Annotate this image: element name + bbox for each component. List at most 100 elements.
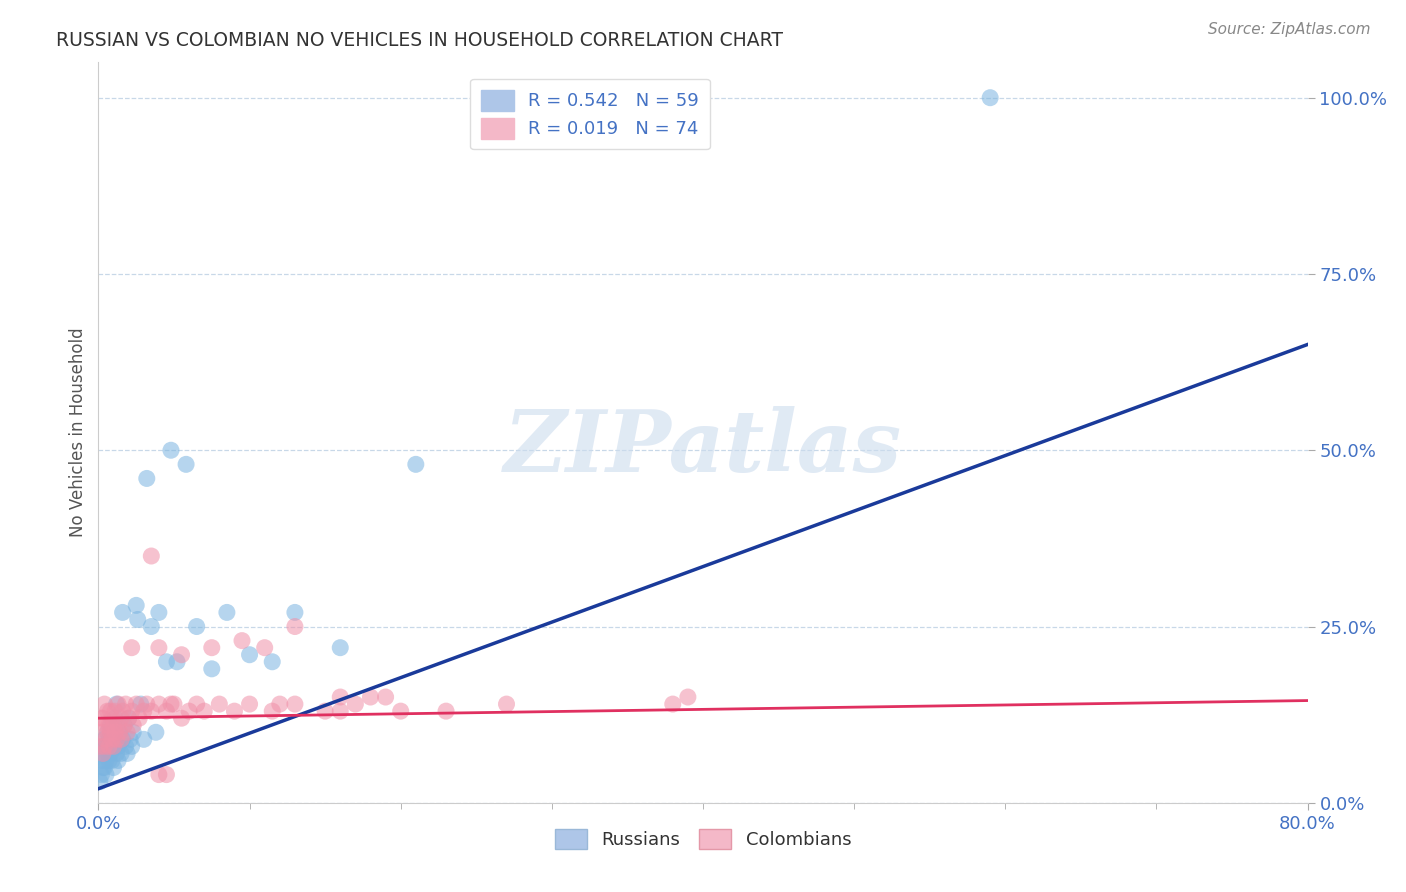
Point: [112, 718, 135, 732]
Point: [90, 725, 112, 739]
Point: [98, 718, 121, 732]
Point: [160, 697, 183, 711]
Point: [104, 725, 127, 739]
Point: [262, 704, 284, 718]
Point: [110, 747, 132, 761]
Point: [121, 640, 143, 655]
Point: [155, 655, 177, 669]
Y-axis label: No Vehicles in Household: No Vehicles in Household: [69, 327, 87, 538]
Point: [132, 732, 155, 747]
Point: [93, 739, 115, 754]
Point: [93, 760, 115, 774]
Point: [107, 739, 129, 754]
Point: [224, 704, 246, 718]
Point: [96, 725, 118, 739]
Point: [94, 767, 117, 781]
Point: [89, 739, 111, 754]
Point: [170, 711, 193, 725]
Point: [163, 697, 186, 711]
Point: [360, 690, 382, 704]
Point: [101, 711, 124, 725]
Point: [405, 458, 427, 472]
Point: [98, 739, 121, 754]
Point: [100, 704, 122, 718]
Point: [374, 690, 396, 704]
Point: [98, 754, 121, 768]
Point: [121, 704, 143, 718]
Point: [141, 549, 163, 563]
Point: [103, 718, 125, 732]
Point: [107, 754, 129, 768]
Point: [148, 697, 170, 711]
Point: [148, 640, 170, 655]
Point: [155, 704, 177, 718]
Point: [128, 711, 150, 725]
Point: [90, 767, 112, 781]
Point: [108, 725, 131, 739]
Text: RUSSIAN VS COLOMBIAN NO VEHICLES IN HOUSEHOLD CORRELATION CHART: RUSSIAN VS COLOMBIAN NO VEHICLES IN HOUS…: [56, 31, 783, 50]
Point: [148, 606, 170, 620]
Point: [110, 711, 132, 725]
Point: [107, 718, 129, 732]
Point: [101, 754, 124, 768]
Point: [91, 711, 114, 725]
Point: [329, 640, 352, 655]
Point: [284, 606, 307, 620]
Point: [135, 697, 157, 711]
Point: [284, 697, 307, 711]
Point: [141, 619, 163, 633]
Point: [111, 606, 134, 620]
Point: [661, 697, 683, 711]
Point: [96, 747, 118, 761]
Point: [98, 732, 121, 747]
Point: [115, 747, 138, 761]
Point: [91, 760, 114, 774]
Point: [114, 697, 136, 711]
Point: [118, 711, 141, 725]
Point: [389, 704, 412, 718]
Point: [100, 747, 122, 761]
Point: [103, 760, 125, 774]
Point: [104, 732, 127, 747]
Point: [239, 697, 262, 711]
Point: [148, 767, 170, 781]
Point: [495, 697, 517, 711]
Legend: Russians, Colombians: Russians, Colombians: [547, 822, 859, 856]
Point: [101, 732, 124, 747]
Point: [114, 739, 136, 754]
Point: [120, 732, 142, 747]
Point: [201, 662, 224, 676]
Point: [160, 443, 183, 458]
Text: ZIPatlas: ZIPatlas: [503, 406, 903, 489]
Point: [91, 747, 114, 761]
Point: [127, 612, 149, 626]
Point: [179, 704, 201, 718]
Point: [96, 725, 118, 739]
Point: [122, 718, 145, 732]
Point: [174, 458, 197, 472]
Point: [170, 648, 193, 662]
Point: [186, 697, 208, 711]
Point: [239, 648, 262, 662]
Point: [90, 711, 112, 725]
Point: [91, 739, 114, 754]
Point: [90, 754, 112, 768]
Point: [253, 640, 276, 655]
Point: [107, 697, 129, 711]
Point: [118, 711, 141, 725]
Point: [329, 704, 352, 718]
Point: [269, 697, 291, 711]
Point: [94, 754, 117, 768]
Point: [93, 732, 115, 747]
Point: [434, 704, 457, 718]
Point: [979, 91, 1001, 105]
Point: [145, 725, 167, 739]
Point: [132, 704, 155, 718]
Point: [215, 606, 238, 620]
Point: [284, 619, 307, 633]
Point: [166, 655, 188, 669]
Point: [125, 697, 148, 711]
Point: [93, 697, 115, 711]
Point: [121, 739, 143, 754]
Point: [105, 747, 128, 761]
